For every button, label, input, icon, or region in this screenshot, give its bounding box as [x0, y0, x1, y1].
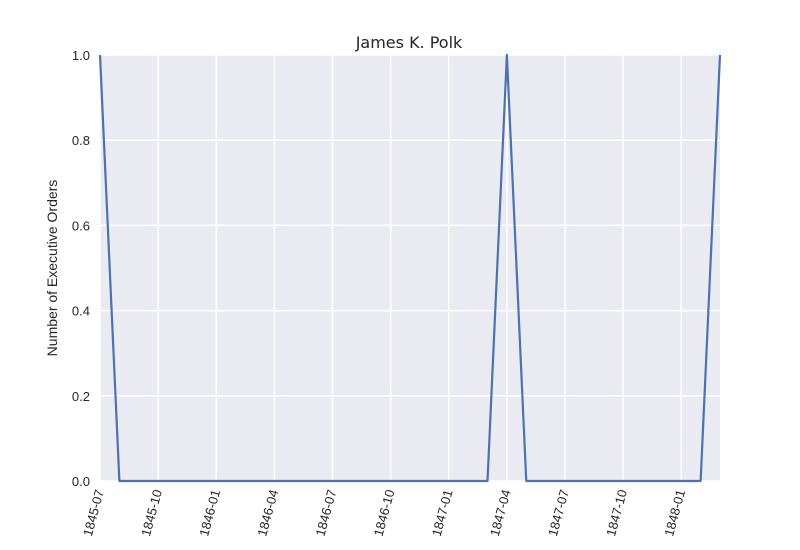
y-axis-label: Number of Executive Orders [44, 180, 60, 357]
series-layer [98, 53, 722, 483]
x-tick-label: 1847-01 [429, 488, 456, 538]
x-tick-label: 1845-10 [138, 488, 165, 538]
x-tick-label: 1845-07 [80, 488, 107, 538]
y-tick-label: 0.4 [72, 304, 90, 319]
x-tick-label: 1848-01 [661, 488, 688, 538]
x-axis-ticks: 1845-07 1845-10 1846-01 1846-04 1846-07 1846-… [80, 488, 688, 538]
series-line [98, 53, 722, 483]
x-tick-label: 1846-10 [371, 488, 398, 538]
plot-area [100, 55, 720, 481]
y-tick-label: 1.0 [72, 48, 90, 63]
y-axis-ticks: 0.0 0.2 0.4 0.6 0.8 1.0 [72, 48, 90, 489]
y-tick-label: 0.2 [72, 389, 90, 404]
y-tick-label: 0.6 [72, 218, 90, 233]
x-tick-label: 1846-01 [196, 488, 223, 538]
y-tick-label: 0.8 [72, 133, 90, 148]
x-tick-label: 1847-04 [487, 488, 514, 538]
chart-title: James K. Polk [355, 33, 463, 52]
y-tick-label: 0.0 [72, 474, 90, 489]
x-tick-label: 1847-07 [545, 488, 572, 538]
x-tick-label: 1846-07 [313, 488, 340, 538]
x-tick-label: 1847-10 [603, 488, 630, 538]
x-tick-label: 1846-04 [254, 488, 281, 538]
